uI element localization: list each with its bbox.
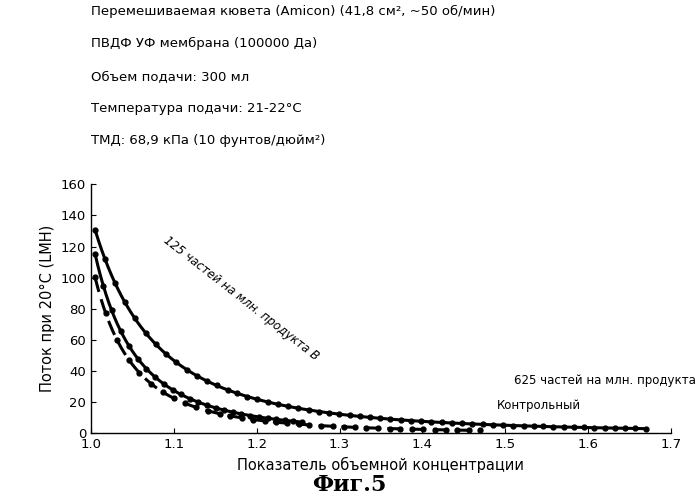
Text: Фиг.5: Фиг.5 [312, 474, 387, 496]
Text: Контрольный: Контрольный [497, 399, 581, 412]
Text: Перемешиваемая кювета (Amicon) (41,8 см², ~50 об/мин): Перемешиваемая кювета (Amicon) (41,8 см²… [91, 5, 496, 18]
Text: Температура подачи: 21-22°С: Температура подачи: 21-22°С [91, 102, 301, 115]
Text: 125 частей на млн. продукта В: 125 частей на млн. продукта В [161, 234, 322, 363]
Text: ПВДФ УФ мембрана (100000 Да): ПВДФ УФ мембрана (100000 Да) [91, 37, 317, 50]
X-axis label: Показатель объемной концентрации: Показатель объемной концентрации [238, 457, 524, 473]
Text: ТМД: 68,9 кПа (10 фунтов/дюйм²): ТМД: 68,9 кПа (10 фунтов/дюйм²) [91, 134, 325, 147]
Y-axis label: Поток при 20°С (LMH): Поток при 20°С (LMH) [40, 225, 55, 392]
Text: 625 частей на млн. продукта В: 625 частей на млн. продукта В [514, 374, 699, 387]
Text: Объем подачи: 300 мл: Объем подачи: 300 мл [91, 70, 249, 83]
